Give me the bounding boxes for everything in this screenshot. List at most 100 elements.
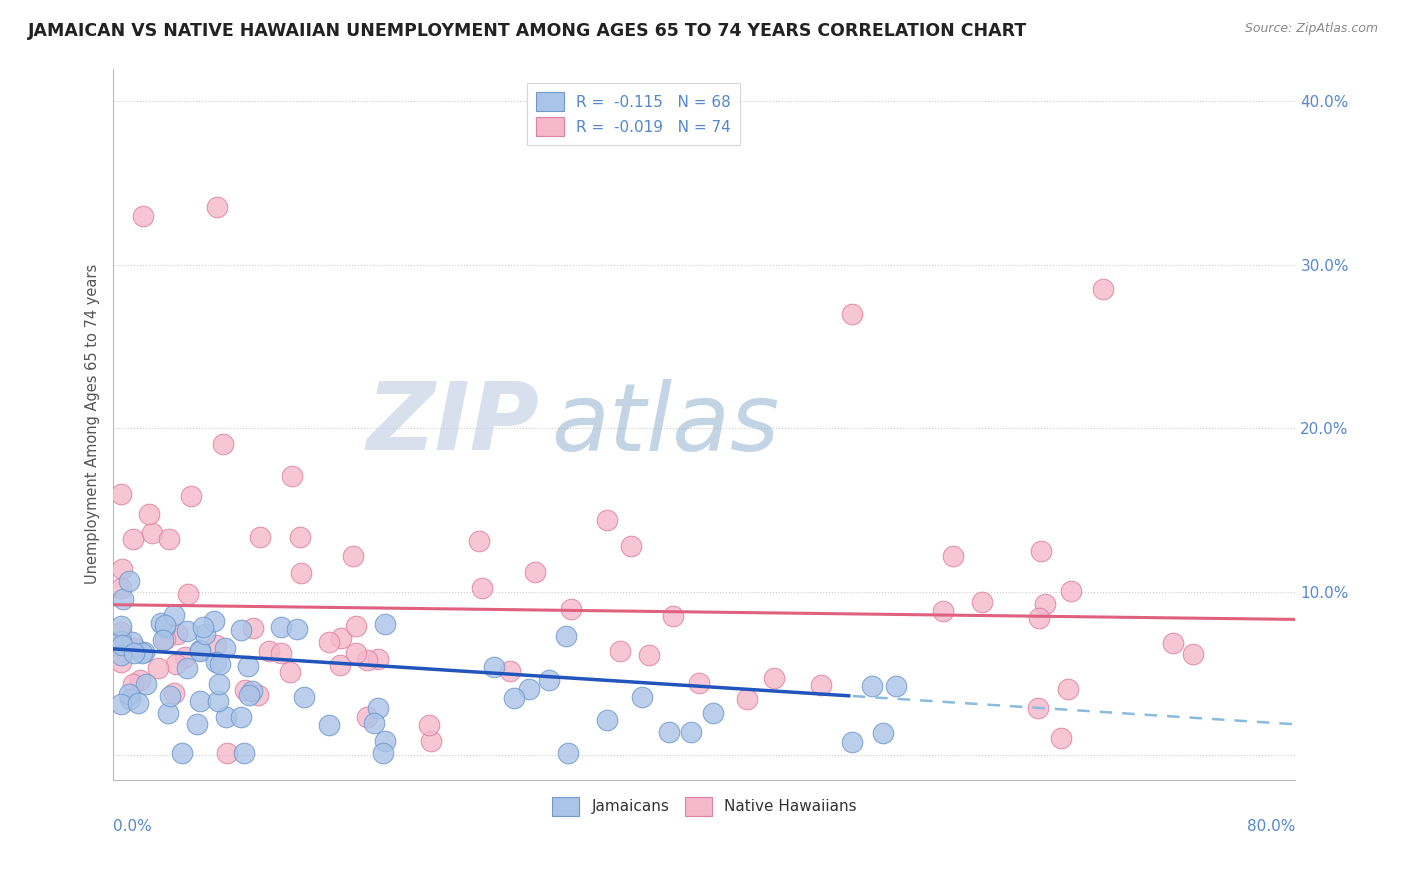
Point — [118, 574, 141, 588]
Point — [1028, 611, 1050, 625]
Point — [318, 717, 340, 731]
Point — [207, 693, 229, 707]
Point — [191, 620, 214, 634]
Point — [215, 747, 238, 761]
Point — [155, 632, 177, 646]
Point — [170, 747, 193, 761]
Point — [157, 706, 180, 720]
Point — [202, 615, 225, 629]
Point — [860, 679, 883, 693]
Point — [177, 587, 200, 601]
Point — [482, 660, 505, 674]
Point — [609, 644, 631, 658]
Point — [374, 733, 396, 747]
Point — [810, 678, 832, 692]
Point — [499, 664, 522, 678]
Point — [194, 627, 217, 641]
Point — [1161, 635, 1184, 649]
Point — [132, 209, 155, 223]
Point — [246, 688, 269, 702]
Point — [1182, 647, 1205, 661]
Point — [149, 615, 172, 630]
Point — [111, 592, 134, 607]
Point — [363, 716, 385, 731]
Point — [124, 641, 146, 656]
Point — [257, 644, 280, 658]
Text: atlas: atlas — [551, 378, 779, 469]
Point — [560, 601, 582, 615]
Point — [240, 684, 263, 698]
Point — [596, 512, 619, 526]
Point — [153, 620, 176, 634]
Point — [214, 641, 236, 656]
Point — [110, 655, 132, 669]
Point — [110, 581, 132, 595]
Point — [121, 634, 143, 648]
Point — [165, 657, 187, 672]
Point — [537, 673, 560, 688]
Point — [138, 508, 160, 522]
Point — [174, 649, 197, 664]
Point — [229, 710, 252, 724]
Point — [374, 616, 396, 631]
Point — [118, 687, 141, 701]
Point — [212, 437, 235, 451]
Text: 0.0%: 0.0% — [114, 819, 152, 834]
Point — [118, 691, 141, 706]
Point — [128, 673, 150, 687]
Point — [468, 534, 491, 549]
Point — [1049, 731, 1071, 745]
Point — [186, 717, 208, 731]
Point — [418, 718, 440, 732]
Point — [278, 665, 301, 680]
Point — [163, 608, 186, 623]
Point — [737, 691, 759, 706]
Point — [419, 733, 441, 747]
Point — [163, 686, 186, 700]
Point — [134, 676, 156, 690]
Point — [281, 469, 304, 483]
Point — [205, 201, 228, 215]
Point — [1060, 583, 1083, 598]
Point — [1029, 544, 1052, 558]
Point — [176, 624, 198, 638]
Text: JAMAICAN VS NATIVE HAWAIIAN UNEMPLOYMENT AMONG AGES 65 TO 74 YEARS CORRELATION C: JAMAICAN VS NATIVE HAWAIIAN UNEMPLOYMENT… — [28, 22, 1028, 40]
Point — [159, 690, 181, 704]
Legend: Jamaicans, Native Hawaiians: Jamaicans, Native Hawaiians — [546, 791, 863, 822]
Point — [344, 646, 367, 660]
Point — [292, 690, 315, 705]
Point — [110, 486, 132, 500]
Point — [215, 710, 238, 724]
Point — [1056, 682, 1078, 697]
Point — [688, 676, 710, 690]
Point — [157, 532, 180, 546]
Point — [233, 747, 256, 761]
Point — [367, 651, 389, 665]
Point — [841, 735, 863, 749]
Point — [523, 565, 546, 579]
Point — [208, 676, 231, 690]
Point — [658, 725, 681, 739]
Point — [242, 621, 264, 635]
Point — [146, 661, 169, 675]
Point — [110, 697, 132, 711]
Text: ZIP: ZIP — [366, 378, 538, 470]
Point — [285, 622, 308, 636]
Point — [121, 533, 143, 547]
Point — [942, 549, 965, 563]
Point — [356, 710, 378, 724]
Point — [371, 747, 394, 761]
Point — [1035, 597, 1057, 611]
Point — [1026, 700, 1049, 714]
Point — [342, 549, 364, 564]
Point — [205, 655, 228, 669]
Point — [290, 566, 312, 580]
Point — [110, 648, 132, 663]
Point — [884, 679, 907, 693]
Point — [503, 690, 526, 705]
Point — [702, 706, 724, 720]
Point — [970, 595, 993, 609]
Point — [637, 648, 659, 662]
Point — [249, 530, 271, 544]
Point — [188, 642, 211, 657]
